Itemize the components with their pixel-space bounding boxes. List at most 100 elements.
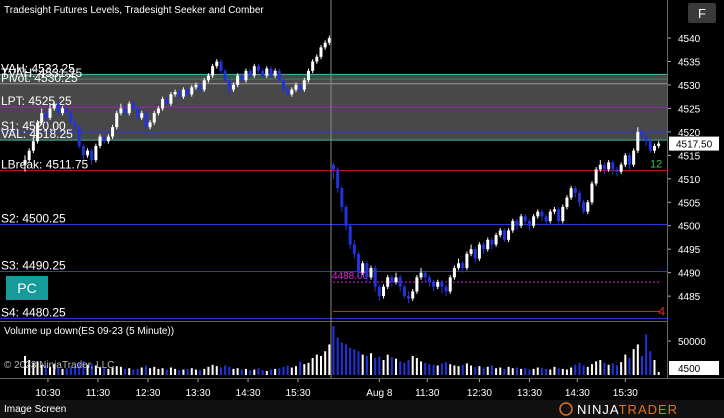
x-tick-label: 11:30	[415, 388, 440, 399]
candle-body	[165, 99, 169, 104]
volume-bar	[353, 349, 356, 375]
volume-bar	[590, 364, 593, 375]
candle-body	[206, 75, 210, 81]
candle-body	[540, 211, 544, 217]
candle-body	[119, 108, 123, 114]
logo-left: NINJATRADER	[577, 402, 678, 417]
candle-body	[240, 75, 244, 81]
volume-bar	[465, 363, 468, 375]
level-label: Pivot: 4530.25	[1, 71, 78, 85]
volume-bar	[615, 365, 618, 375]
candle-body	[473, 249, 477, 259]
volume-bar	[436, 365, 439, 375]
candle-body	[86, 150, 90, 156]
candle-body	[461, 263, 465, 268]
candle-body	[27, 150, 31, 161]
candle-body	[198, 84, 202, 90]
volume-bar	[319, 355, 322, 375]
volume-bar	[545, 368, 548, 375]
volume-marker-label: 4500	[678, 364, 701, 375]
candle-body	[448, 277, 452, 292]
volume-bar	[336, 337, 339, 375]
candle-body	[590, 183, 594, 203]
volume-bar	[265, 370, 268, 375]
volume-bar	[144, 365, 147, 375]
candle-body	[190, 87, 194, 95]
volume-bar	[111, 367, 114, 375]
y-tick-label: 4520	[678, 128, 701, 139]
volume-bar	[274, 368, 277, 375]
volume-bar	[653, 360, 656, 375]
volume-bar	[482, 367, 485, 375]
volume-bar	[507, 366, 510, 375]
candle-body	[486, 239, 490, 250]
volume-bar	[215, 366, 218, 375]
candle-body	[181, 89, 185, 97]
candle-body	[298, 84, 302, 90]
candle-body	[61, 108, 65, 114]
candle-body	[244, 70, 248, 81]
session-level-label: 4	[658, 304, 665, 318]
volume-bar	[244, 368, 247, 375]
candle-body	[294, 84, 298, 90]
volume-title: Volume up down(ES 09-23 (5 Minute))	[4, 326, 174, 337]
candle-body	[236, 75, 240, 85]
candle-body	[144, 113, 148, 128]
volume-bar	[549, 369, 552, 375]
volume-bar	[603, 362, 606, 375]
volume-bar	[620, 362, 623, 375]
volume-bar	[382, 360, 385, 375]
candle-body	[582, 202, 586, 212]
volume-bar	[28, 360, 31, 375]
session-level-label: 4488.00	[332, 271, 369, 282]
candle-body	[156, 108, 160, 114]
candle-body	[23, 160, 27, 165]
volume-bar	[240, 369, 243, 375]
menu-button-label[interactable]: F	[698, 6, 706, 21]
candle-body	[98, 136, 102, 146]
candle-body	[127, 103, 131, 114]
volume-bar	[57, 367, 60, 375]
candle-body	[502, 230, 506, 240]
candle-body	[227, 80, 231, 90]
volume-bar	[486, 366, 489, 375]
volume-bar	[161, 368, 164, 375]
candle-body	[627, 155, 631, 165]
candle-body	[561, 206, 565, 222]
volume-bar	[390, 357, 393, 375]
x-tick-label: 15:30	[613, 388, 638, 399]
candle-body	[657, 143, 661, 146]
candle-body	[532, 216, 536, 226]
volume-bar	[599, 360, 602, 375]
volume-bar	[636, 344, 639, 375]
candle-body	[652, 145, 656, 151]
candle-body	[152, 113, 156, 123]
y-tick-label: 4510	[678, 175, 701, 186]
candle-body	[52, 103, 56, 109]
level-label: S2: 4500.25	[1, 212, 66, 226]
volume-bar	[44, 365, 47, 375]
volume-bar	[632, 349, 635, 375]
candle-body	[365, 263, 369, 278]
candle-body	[394, 277, 398, 283]
candle-body	[56, 103, 60, 114]
volume-bar	[432, 364, 435, 375]
menu-button[interactable]	[688, 3, 716, 23]
volume-bar	[94, 365, 97, 375]
volume-bar	[374, 358, 377, 375]
candle-body	[494, 235, 498, 245]
volume-bar	[203, 368, 206, 375]
candle-body	[586, 202, 590, 212]
candle-body	[373, 267, 377, 287]
candle-body	[115, 113, 119, 128]
volume-bar	[595, 361, 598, 375]
candle-body	[498, 230, 502, 236]
volume-bar	[399, 361, 402, 375]
candle-body	[523, 216, 527, 222]
candle-body	[407, 296, 411, 299]
volume-bar	[503, 368, 506, 375]
volume-bar	[645, 334, 648, 375]
candle-body	[577, 192, 581, 203]
candle-body	[286, 89, 290, 95]
